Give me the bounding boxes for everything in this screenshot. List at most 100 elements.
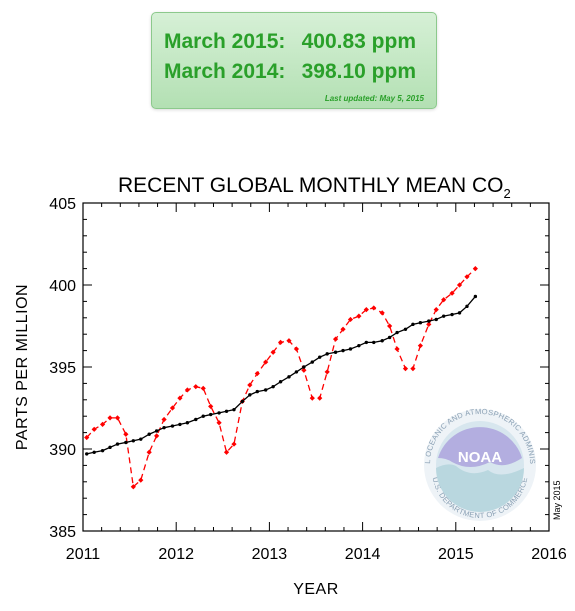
black-series-point — [170, 424, 175, 428]
black-series-point — [403, 327, 408, 331]
red-series-point — [410, 366, 416, 372]
x-tick-label: 2014 — [345, 546, 381, 563]
current-month-value: 400.83 ppm — [301, 30, 416, 53]
black-series-point — [131, 439, 136, 443]
red-series-point — [379, 310, 385, 316]
red-series-point — [169, 405, 176, 411]
red-series-point — [433, 307, 439, 313]
y-tick-label: 395 — [49, 360, 76, 377]
chart-series — [84, 266, 478, 490]
x-tick-label: 2011 — [66, 546, 101, 563]
red-series-point — [130, 484, 136, 490]
noaa-logo-text: NOAA — [458, 449, 502, 466]
red-series-point — [208, 403, 214, 409]
black-series-point — [124, 440, 128, 445]
red-series-point — [231, 441, 237, 447]
red-series-point — [387, 323, 393, 329]
black-series-point — [287, 375, 291, 379]
black-series-point — [333, 350, 338, 354]
last-updated-text: Last updated: May 5, 2015 — [324, 94, 424, 103]
red-series-point — [426, 321, 432, 327]
black-series-point — [450, 312, 454, 317]
black-series-point — [248, 393, 252, 397]
red-series-point — [332, 336, 339, 342]
red-series-point — [456, 282, 463, 288]
black-series-point — [139, 437, 143, 441]
black-series-point — [427, 319, 431, 323]
red-series-point — [394, 346, 400, 352]
red-series-point — [449, 290, 455, 296]
red-series-point — [340, 326, 346, 332]
black-series-point — [302, 365, 306, 369]
black-series-point — [92, 450, 96, 454]
red-series-point — [146, 449, 152, 455]
red-series-point — [472, 266, 478, 272]
black-series-point — [162, 425, 166, 430]
axis-ticks: 385 390 395 400 405 2011 2012 2013 2014 2015 2016 — [49, 196, 567, 563]
red-series-point — [184, 387, 190, 393]
black-series-point — [178, 422, 182, 427]
red-series-point — [441, 297, 447, 303]
x-tick-label: 2012 — [158, 546, 194, 563]
y-tick-label: 390 — [49, 442, 76, 459]
red-series-point — [277, 339, 284, 345]
x-axis-label: YEAR — [293, 581, 339, 598]
black-series-point — [208, 412, 213, 417]
red-series-point — [114, 415, 121, 421]
x-tick-label: 2016 — [531, 546, 567, 563]
previous-month-value: 398.10 ppm — [301, 60, 416, 83]
red-series-point — [263, 359, 269, 365]
red-series-point — [216, 420, 222, 426]
black-series-point — [100, 448, 105, 453]
black-series-point — [185, 421, 190, 425]
black-series-point — [348, 347, 353, 351]
red-series-point — [286, 338, 292, 344]
side-note: May 2015 — [552, 480, 562, 520]
noaa-ring-top-text: NATIONAL OCEANIC AND ATMOSPHERIC ADMINIS… — [0, 0, 537, 464]
black-series-point — [357, 343, 361, 348]
black-series-point — [310, 360, 314, 364]
black-series-point — [380, 339, 384, 343]
black-series-point — [441, 314, 446, 318]
black-series-point — [217, 411, 221, 415]
red-series-point — [91, 426, 97, 432]
red-series-point — [154, 433, 160, 439]
red-series-point — [402, 366, 409, 372]
red-series-point — [317, 395, 323, 401]
black-series-point — [255, 389, 259, 394]
noaa-logo: NATIONAL OCEANIC AND ATMOSPHERIC ADMINIS… — [0, 0, 537, 521]
y-axis-label: PARTS PER MILLION — [14, 284, 31, 450]
red-series-point — [371, 305, 377, 311]
black-series-point — [411, 322, 415, 327]
black-series-point — [325, 352, 329, 356]
black-series-point — [278, 380, 283, 384]
red-series-point — [363, 307, 369, 313]
black-series-point — [147, 432, 151, 436]
red-series-point — [193, 384, 199, 390]
red-series-point — [247, 382, 253, 388]
red-series-point — [464, 274, 470, 280]
current-month-label: March 2015: — [164, 30, 286, 53]
black-series-point — [395, 330, 399, 335]
red-series-point — [417, 343, 423, 349]
black-series-point — [108, 445, 112, 450]
black-series-point — [341, 348, 345, 353]
red-series-point — [223, 449, 230, 455]
red-series-point — [99, 421, 106, 427]
red-series-point — [138, 477, 144, 483]
red-series-point — [356, 313, 362, 319]
red-series-point — [123, 431, 129, 437]
red-series-point — [107, 415, 113, 421]
y-tick-label: 385 — [49, 524, 76, 541]
red-series-point — [161, 416, 167, 423]
red-series-point — [347, 316, 354, 323]
black-series-point — [457, 311, 462, 315]
black-series-point — [372, 340, 376, 345]
black-series-point — [154, 429, 159, 433]
red-series-point — [177, 395, 183, 401]
black-series-point — [434, 317, 438, 322]
black-series-point — [240, 399, 245, 404]
black-series-point — [85, 452, 89, 456]
black-series-point — [271, 384, 275, 389]
